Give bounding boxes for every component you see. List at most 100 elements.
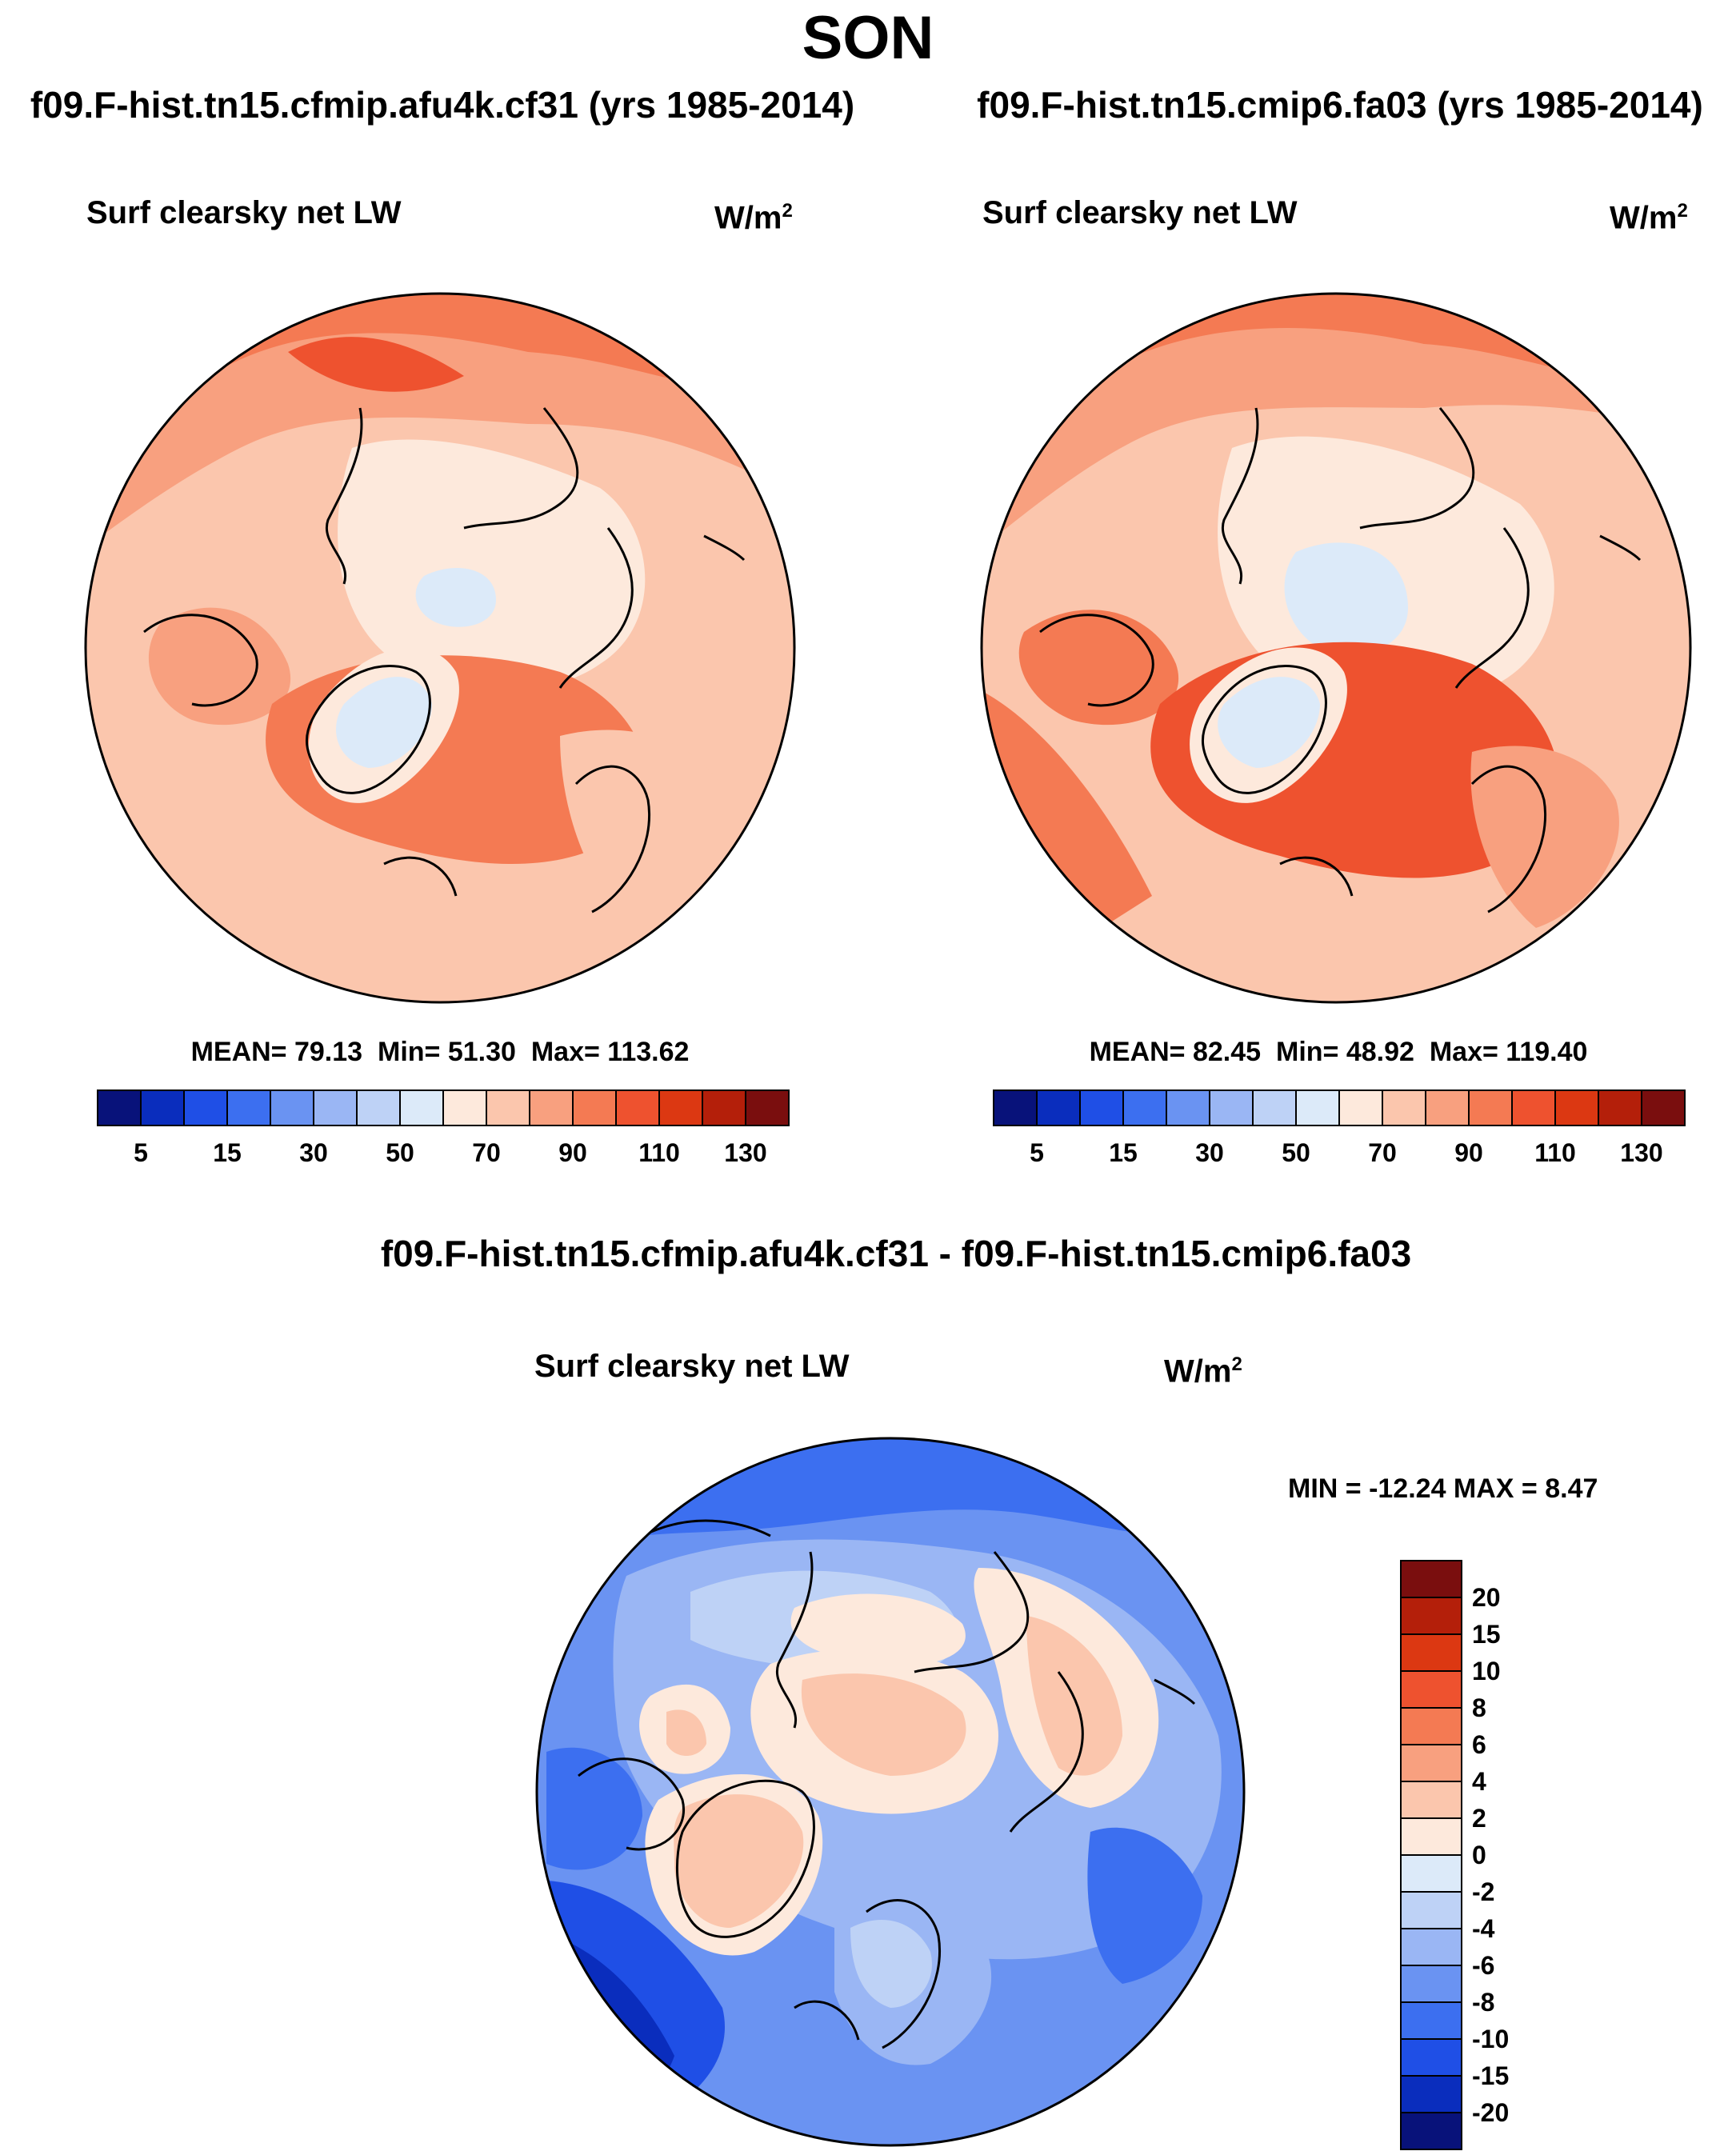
panel1-colorbar-box <box>702 1089 746 1126</box>
panel2-colorbar: 5 15 30 50 70 90 110 130 <box>993 1089 1686 1167</box>
panel2-colorbar-box <box>1598 1089 1642 1126</box>
panel2-colorbar-tick-label: 110 <box>1534 1138 1576 1167</box>
panel2-colorbar-tick-label: 15 <box>1109 1138 1138 1167</box>
diff-colorbar-box <box>1400 1744 1462 1782</box>
panel2-max-value: 119.40 <box>1506 1037 1588 1067</box>
diff-colorbar-box <box>1400 1965 1462 2003</box>
panel1-colorbar-tick-label: 5 <box>134 1138 148 1167</box>
panel2-colorbar-tick-label: 5 <box>1030 1138 1044 1167</box>
panel2-colorbar-box <box>1295 1089 1340 1126</box>
panel2-variable-label: Surf clearsky net LW <box>982 195 1298 230</box>
panel1-colorbar-tick-label: 110 <box>638 1138 680 1167</box>
diff-colorbar-box <box>1400 1707 1462 1745</box>
panel2-colorbar-tick-label: 70 <box>1368 1138 1397 1167</box>
panel2-colorbar-box <box>1122 1089 1167 1126</box>
panel2-colorbar-tick-label: 130 <box>1620 1138 1662 1167</box>
panel2-colorbar-box <box>1036 1089 1081 1126</box>
panel1-stats: MEAN= 79.13 Min= 51.30 Max= 113.62 <box>190 1037 690 1067</box>
diff-colorbar-box <box>1400 2075 1462 2113</box>
panel1-colorbar-tick-label: 90 <box>558 1138 587 1167</box>
panel1-colorbar-box <box>658 1089 703 1126</box>
panel1-colorbar-tick-label: 130 <box>724 1138 766 1167</box>
panel2-colorbar-tick-label: 50 <box>1282 1138 1310 1167</box>
diff-colorbar-tick-label: 20 <box>1472 1583 1501 1612</box>
panel2-colorbar-box <box>1252 1089 1297 1126</box>
panel1-mean-value: 79.13 <box>294 1037 363 1067</box>
panel1-colorbar-box <box>486 1089 530 1126</box>
diff-colorbar-box <box>1400 1854 1462 1893</box>
panel1-colorbar-tick-label: 15 <box>213 1138 242 1167</box>
diff-min-max-stats: MIN = -12.24 MAX = 8.47 <box>1288 1473 1598 1504</box>
panel2-mean-value: 82.45 <box>1192 1037 1262 1067</box>
panel1-units-label: W/m2 <box>714 200 793 236</box>
panel1-colorbar-box <box>399 1089 444 1126</box>
panel2-units-label: W/m2 <box>1610 200 1688 236</box>
panel2-colorbar-tick-label: 30 <box>1195 1138 1224 1167</box>
diff-polar-map <box>535 1437 1246 2147</box>
panel1-colorbar-box <box>356 1089 401 1126</box>
panel2-colorbar-box <box>1079 1089 1124 1126</box>
diff-colorbar-box <box>1400 2038 1462 2077</box>
panel2-colorbar-box <box>1511 1089 1556 1126</box>
diff-colorbar-box <box>1400 1670 1462 1709</box>
diff-colorbar-tick-label: 10 <box>1472 1657 1501 1685</box>
panel2-colorbar-box <box>1468 1089 1513 1126</box>
panel2-colorbar-box <box>1641 1089 1686 1126</box>
diff-colorbar-tick-label: 8 <box>1472 1693 1486 1722</box>
diff-colorbar-box <box>1400 1597 1462 1635</box>
diff-colorbar-tick-label: -15 <box>1472 2061 1509 2090</box>
panel1-colorbar-box <box>615 1089 660 1126</box>
diff-colorbar-tick-label: 4 <box>1472 1767 1486 1796</box>
panel1-variable-label: Surf clearsky net LW <box>86 195 402 230</box>
panel1-colorbar-box <box>270 1089 314 1126</box>
diff-colorbar-tick-label: -2 <box>1472 1877 1494 1906</box>
season-title: SON <box>802 4 934 72</box>
panel1-colorbar-tick-label: 30 <box>299 1138 328 1167</box>
panel1-colorbar-box <box>745 1089 790 1126</box>
diff-colorbar-box <box>1400 2112 1462 2150</box>
panel1-min-value: 51.30 <box>447 1037 516 1067</box>
panel2-colorbar-box <box>1166 1089 1210 1126</box>
diff-colorbar-box <box>1400 2001 1462 2040</box>
panel1-colorbar-tick-label: 70 <box>472 1138 501 1167</box>
panel2-stats: MEAN= 82.45 Min= 48.92 Max= 119.40 <box>1089 1037 1588 1067</box>
diff-colorbar-box <box>1400 1891 1462 1929</box>
panel2-colorbar-tick-label: 90 <box>1454 1138 1483 1167</box>
panel2-colorbar-box <box>1338 1089 1383 1126</box>
panel2-min-value: 48.92 <box>1346 1037 1414 1067</box>
diff-colorbar-tick-label: -4 <box>1472 1914 1495 1943</box>
diff-colorbar-tick-label: 0 <box>1472 1841 1486 1869</box>
diff-colorbar-tick-label: -6 <box>1472 1951 1494 1980</box>
diff-colorbar-tick-label: -20 <box>1472 2098 1509 2127</box>
diff-colorbar-tick-label: -8 <box>1472 1988 1494 2017</box>
panel1-colorbar-tick-label: 50 <box>386 1138 414 1167</box>
panel1-colorbar-box <box>529 1089 574 1126</box>
diff-colorbar-box <box>1400 1928 1462 1966</box>
diff-title: f09.F-hist.tn15.cfmip.afu4k.cf31 - f09.F… <box>380 1233 1412 1274</box>
diff-colorbar-box <box>1400 1560 1462 1598</box>
panel2-run-title: f09.F-hist.tn15.cmip6.fa03 (yrs 1985-201… <box>977 84 1703 126</box>
diff-colorbar-box <box>1400 1781 1462 1819</box>
panel1-colorbar-box <box>97 1089 142 1126</box>
panel2-colorbar-box <box>1554 1089 1599 1126</box>
diff-colorbar-box <box>1400 1633 1462 1672</box>
diff-colorbar-tick-label: 2 <box>1472 1804 1486 1833</box>
panel1-max-value: 113.62 <box>607 1037 690 1067</box>
panel1-colorbar-box <box>442 1089 487 1126</box>
panel1-colorbar-box <box>183 1089 228 1126</box>
panel1-run-title: f09.F-hist.tn15.cfmip.afu4k.cf31 (yrs 19… <box>30 84 855 126</box>
diff-variable-label: Surf clearsky net LW <box>534 1349 850 1384</box>
diff-colorbar-tick-label: 6 <box>1472 1730 1486 1759</box>
panel1-colorbar-box <box>572 1089 617 1126</box>
panel1-polar-map <box>84 292 796 1004</box>
diff-units-label: W/m2 <box>1164 1353 1242 1389</box>
panel2-colorbar-box <box>1209 1089 1254 1126</box>
panel1-colorbar-box <box>140 1089 185 1126</box>
diff-colorbar-box <box>1400 1817 1462 1856</box>
panel1-colorbar-box <box>313 1089 358 1126</box>
panel1-colorbar-box <box>226 1089 271 1126</box>
panel2-colorbar-box <box>993 1089 1038 1126</box>
panel1-colorbar: 5 15 30 50 70 90 110 130 <box>97 1089 790 1167</box>
diff-colorbar-tick-label: -10 <box>1472 2025 1509 2053</box>
